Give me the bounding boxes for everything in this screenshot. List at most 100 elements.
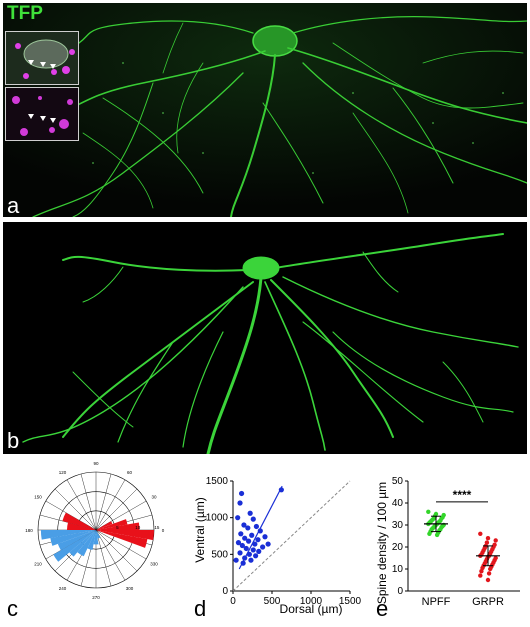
d-point bbox=[239, 542, 245, 549]
polar-spoke bbox=[95, 529, 147, 560]
d-point bbox=[245, 525, 251, 531]
polar-angle-label: 240 bbox=[59, 586, 67, 591]
d-point bbox=[253, 523, 259, 530]
d-point bbox=[241, 522, 247, 528]
e-point bbox=[427, 531, 432, 536]
polar-bin bbox=[53, 530, 96, 562]
d-point bbox=[246, 538, 252, 544]
d-point bbox=[262, 534, 268, 540]
d-point bbox=[250, 547, 256, 553]
e-point bbox=[486, 571, 492, 576]
d-xlabel: Dorsal (µm) bbox=[280, 602, 343, 616]
d-ytick-label: 1000 bbox=[206, 513, 229, 524]
e-point bbox=[485, 577, 491, 583]
d-point bbox=[237, 500, 243, 506]
d-point bbox=[260, 544, 266, 550]
polar-bin bbox=[93, 530, 99, 545]
polar-bin bbox=[50, 530, 96, 546]
polar-bin bbox=[40, 530, 96, 540]
polar-spoke bbox=[54, 488, 97, 531]
d-point bbox=[237, 550, 243, 556]
d-point bbox=[250, 516, 256, 522]
d-point bbox=[238, 531, 244, 537]
polar-angle-label: 90 bbox=[93, 461, 99, 466]
d-point bbox=[248, 557, 254, 563]
d-point bbox=[265, 541, 271, 547]
polar-spoke bbox=[80, 473, 97, 531]
polar-bin bbox=[96, 519, 128, 530]
d-point bbox=[242, 535, 248, 541]
polar-bin bbox=[96, 521, 113, 530]
spine-density-plot: 0 10 20 30 40 50 NPFF GRPR **** Spine density / … bbox=[375, 476, 520, 608]
polar-spoke bbox=[95, 488, 138, 531]
polar-bin bbox=[62, 512, 96, 530]
polar-bin bbox=[96, 530, 154, 541]
d-point bbox=[235, 515, 241, 521]
d-point bbox=[278, 487, 284, 493]
polar-radial-label: 5 bbox=[116, 525, 119, 530]
polar-spoke bbox=[95, 529, 126, 581]
d-point bbox=[240, 560, 246, 566]
polar-spoke bbox=[66, 479, 97, 531]
d-point bbox=[253, 553, 259, 559]
d-point bbox=[233, 557, 239, 563]
panel-d-label: d bbox=[194, 596, 207, 621]
e-point bbox=[478, 531, 483, 536]
d-point bbox=[247, 510, 253, 516]
d-point bbox=[238, 490, 245, 497]
polar-bin bbox=[67, 522, 96, 530]
e-point bbox=[488, 566, 493, 572]
panel-b-label: b bbox=[7, 428, 20, 453]
polar-bin bbox=[96, 522, 140, 530]
e-ytick-label: 30 bbox=[392, 520, 404, 531]
e-ylabel: Spine density / 100 µm bbox=[375, 482, 389, 604]
polar-spoke bbox=[95, 500, 147, 531]
polar-angle-label: 150 bbox=[34, 495, 42, 500]
d-point bbox=[246, 551, 252, 557]
e-category-label: GRPR bbox=[472, 596, 504, 608]
polar-bin bbox=[77, 530, 96, 557]
e-ytick-label: 40 bbox=[392, 498, 404, 509]
e-point bbox=[434, 532, 440, 538]
panel-a-micrograph: TFP a bbox=[3, 3, 527, 217]
polar-histogram: 0 30 60 90 120 150 180 210 240 270 300 330 5 10 15 bbox=[25, 461, 165, 600]
d-ytick-label: 0 bbox=[222, 586, 228, 597]
d-identity-line bbox=[232, 480, 351, 592]
polar-bin bbox=[57, 530, 96, 551]
polar-spoke bbox=[95, 529, 138, 572]
channel-label: TFP bbox=[7, 3, 43, 24]
d-xtick-label: 1000 bbox=[300, 596, 323, 607]
d-ytick-label: 1500 bbox=[206, 476, 229, 487]
merged-inset bbox=[5, 31, 79, 85]
e-point bbox=[485, 536, 491, 541]
polar-angle-label: 0 bbox=[162, 528, 165, 533]
polar-angle-label: 120 bbox=[59, 470, 67, 475]
e-ytick-label: 10 bbox=[392, 564, 404, 575]
polar-spoke bbox=[95, 529, 112, 587]
e-category-label: NPFF bbox=[422, 596, 451, 608]
e-point bbox=[480, 565, 485, 571]
d-point bbox=[257, 528, 263, 534]
e-point bbox=[484, 540, 490, 545]
panel-c-label: c bbox=[7, 596, 18, 621]
polar-radial-label: 15 bbox=[154, 525, 160, 530]
panel-e-label: e bbox=[376, 596, 389, 621]
dorsal-ventral-scatter: 0 500 1000 1500 0 500 1000 1500 Dorsal (µm) Ven… bbox=[193, 476, 362, 616]
polar-bin bbox=[96, 530, 148, 548]
d-ytick-label: 500 bbox=[211, 549, 228, 560]
d-xtick-label: 1500 bbox=[339, 596, 362, 607]
polar-bin bbox=[87, 530, 96, 550]
polar-angle-label: 210 bbox=[34, 562, 42, 567]
d-point bbox=[255, 537, 261, 543]
d-point bbox=[252, 541, 258, 547]
polar-spoke bbox=[95, 473, 112, 531]
panel-a-label: a bbox=[7, 193, 20, 217]
d-point bbox=[256, 548, 262, 554]
d-point bbox=[249, 532, 255, 538]
e-ytick-label: 0 bbox=[397, 586, 403, 597]
neuron-micrograph bbox=[3, 3, 527, 217]
d-ylabel: Ventral (µm) bbox=[193, 497, 207, 563]
polar-bin bbox=[96, 530, 101, 539]
d-point bbox=[243, 545, 249, 552]
polar-spoke bbox=[95, 479, 126, 531]
